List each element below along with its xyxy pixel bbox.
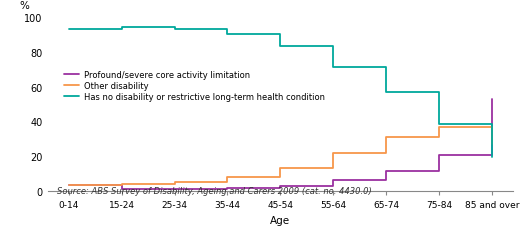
Other disability	[66, 184, 72, 187]
Other disability	[330, 152, 336, 155]
Other disability	[118, 183, 125, 186]
Y-axis label: %: %	[20, 1, 29, 11]
Profound/severe core activity limitation	[224, 187, 231, 190]
Line: Other disability: Other disability	[69, 127, 492, 185]
Profound/severe core activity limitation	[171, 188, 178, 191]
Has no disability or restrictive long-term health condition	[330, 67, 336, 70]
Profound/severe core activity limitation	[277, 184, 284, 187]
Profound/severe core activity limitation	[330, 179, 336, 182]
Other disability	[489, 143, 495, 146]
Other disability	[436, 126, 442, 129]
Other disability	[171, 180, 178, 183]
Profound/severe core activity limitation	[118, 188, 125, 191]
Line: Profound/severe core activity limitation: Profound/severe core activity limitation	[69, 99, 492, 190]
Has no disability or restrictive long-term health condition	[436, 123, 442, 126]
Has no disability or restrictive long-term health condition	[118, 26, 125, 29]
Has no disability or restrictive long-term health condition	[66, 28, 72, 31]
Line: Has no disability or restrictive long-term health condition: Has no disability or restrictive long-te…	[69, 28, 492, 158]
Has no disability or restrictive long-term health condition	[171, 28, 178, 31]
Other disability	[383, 136, 389, 139]
Profound/severe core activity limitation	[383, 170, 389, 173]
Other disability	[277, 167, 284, 170]
Legend: Profound/severe core activity limitation, Other disability, Has no disability or: Profound/severe core activity limitation…	[61, 67, 328, 105]
Profound/severe core activity limitation	[436, 154, 442, 158]
X-axis label: Age: Age	[270, 215, 290, 225]
Has no disability or restrictive long-term health condition	[277, 46, 284, 49]
Profound/severe core activity limitation	[66, 184, 72, 187]
Profound/severe core activity limitation	[489, 98, 495, 101]
Has no disability or restrictive long-term health condition	[383, 91, 389, 94]
Has no disability or restrictive long-term health condition	[224, 34, 231, 37]
Has no disability or restrictive long-term health condition	[489, 156, 495, 159]
Other disability	[224, 176, 231, 179]
Text: Source: ABS Survey of Disability, Ageing and Carers 2009 (cat. no. 4430.0): Source: ABS Survey of Disability, Ageing…	[57, 186, 372, 195]
